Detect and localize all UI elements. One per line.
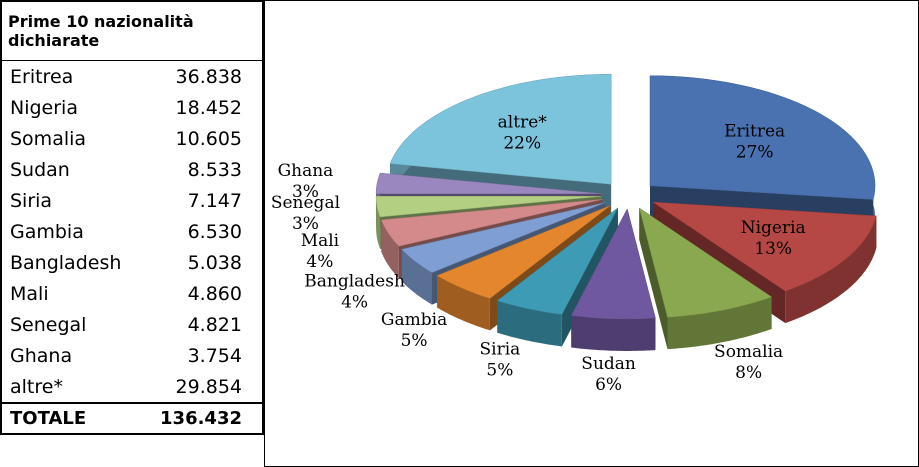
slice <box>401 202 606 273</box>
slice-category-label: altre* <box>498 113 548 133</box>
slice-value-label: 4% <box>306 252 333 272</box>
count-cell: 7.147 <box>187 189 242 212</box>
table-row: Eritrea 36.838 <box>1 61 263 93</box>
slice <box>649 75 876 200</box>
slice-side <box>571 315 656 351</box>
slice <box>375 172 602 194</box>
count-cell: 4.860 <box>187 282 242 305</box>
count-cell: 29.854 <box>175 375 242 398</box>
slice-category-label: Nigeria <box>741 218 806 238</box>
slice-side <box>667 297 772 350</box>
slice-value-label: 6% <box>595 375 622 395</box>
slice-side <box>381 219 399 279</box>
count-cell: 6.530 <box>187 220 242 243</box>
country-cell: Ghana <box>10 344 73 367</box>
count-cell: 136.432 <box>141 402 263 434</box>
nationality-table: Prime 10 nazionalità dichiarate Eritrea 3… <box>0 0 264 435</box>
table-row: Gambia 6.530 <box>1 216 263 247</box>
country-cell: Somalia <box>10 127 87 150</box>
slice-value-label: 22% <box>503 134 541 154</box>
slice-category-label: Ghana <box>278 161 334 181</box>
slice <box>436 205 611 299</box>
country-cell: Eritrea <box>10 65 74 88</box>
slice-category-label: Eritrea <box>724 122 785 142</box>
slice-side <box>639 208 668 350</box>
table-row: Senegal 4.821 <box>1 309 263 340</box>
country-cell: Gambia <box>10 220 84 243</box>
slice-side <box>437 275 490 331</box>
count-cell: 10.605 <box>175 127 242 150</box>
slice-category-label: Gambia <box>381 310 447 330</box>
slice-value-label: 5% <box>401 331 428 351</box>
table-row: Ghana 3.754 <box>1 340 263 371</box>
slice-value-label: 4% <box>341 293 368 313</box>
count-cell: 3.754 <box>187 344 242 367</box>
slice <box>638 207 773 318</box>
count-cell: 36.838 <box>175 65 242 88</box>
slice-side <box>401 249 432 305</box>
country-cell: Senegal <box>10 313 87 336</box>
slice-value-label: 3% <box>292 214 319 234</box>
table-row: Sudan 8.533 <box>1 154 263 185</box>
slice-category-label: Siria <box>480 340 521 360</box>
table-row: Mali 4.860 <box>1 278 263 309</box>
slice <box>570 208 656 351</box>
table-row: Siria 7.147 <box>1 185 263 216</box>
slice <box>381 199 603 247</box>
slice-category-label: Somalia <box>714 342 783 362</box>
country-cell: Bangladesh <box>10 251 122 274</box>
slice <box>652 201 877 292</box>
table-row: Nigeria 18.452 <box>1 92 263 123</box>
country-cell: Siria <box>10 189 53 212</box>
slice-category-label: Senegal <box>271 193 340 213</box>
slice-category-label: Sudan <box>581 354 636 374</box>
slice-side <box>381 199 603 252</box>
slice-value-label: 13% <box>754 239 792 259</box>
slice-category-label: Bangladesh <box>304 272 405 292</box>
slice <box>570 208 656 320</box>
count-cell: 5.038 <box>187 251 242 274</box>
country-cell: Sudan <box>10 158 70 181</box>
slice <box>496 207 619 315</box>
country-cell: Mali <box>10 282 49 305</box>
table-title: Prime 10 nazionalità dichiarate <box>1 1 263 61</box>
slice-side <box>376 196 381 249</box>
slice-category-label: Mali <box>301 231 340 251</box>
slice <box>638 207 773 350</box>
country-cell: altre* <box>10 375 63 398</box>
count-cell: 4.821 <box>187 313 242 336</box>
count-cell: 18.452 <box>175 96 242 119</box>
table-row: TOTALE 136.432 <box>1 402 263 434</box>
count-cell: 8.533 <box>187 158 242 181</box>
slice-value-label: 3% <box>292 182 319 202</box>
table-row: Bangladesh 5.038 <box>1 247 263 278</box>
slice-side <box>785 215 877 324</box>
country-cell: TOTALE <box>1 402 142 434</box>
country-cell: Nigeria <box>10 96 78 119</box>
slice <box>375 196 602 218</box>
slice-value-label: 27% <box>736 143 774 163</box>
slice <box>389 73 612 185</box>
slice-value-label: 8% <box>735 363 762 383</box>
table-row: altre* 29.854 <box>1 371 263 403</box>
table-row: Somalia 10.605 <box>1 123 263 154</box>
slice-value-label: 5% <box>486 361 513 381</box>
